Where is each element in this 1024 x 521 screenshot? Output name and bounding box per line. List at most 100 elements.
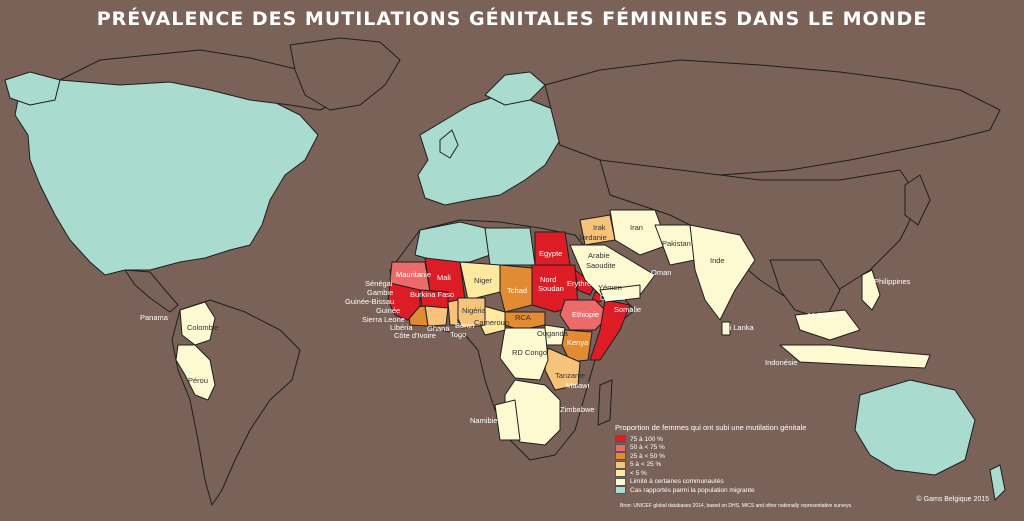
label-namibie: Namibie	[470, 416, 498, 425]
legend-label: 50 à < 75 %	[630, 444, 665, 452]
label-philippines: Philippines	[874, 277, 911, 286]
madagascar-shape	[597, 379, 613, 426]
legend-swatch	[615, 469, 626, 478]
namibia-shape	[494, 399, 521, 441]
label-colombie: Colombie	[187, 323, 219, 332]
label-sri-lanka: Sri Lanka	[722, 323, 755, 332]
label-benin: Bénin	[455, 321, 474, 330]
legend-swatch	[615, 486, 626, 495]
label-djibouti: Djibouti	[600, 293, 625, 302]
south-america-shape	[171, 299, 301, 506]
india-shape	[689, 224, 756, 321]
label-inde: Inde	[710, 256, 725, 265]
country-labels: Sénégal Gambie Guinée-Bissau Guinée Sier…	[140, 223, 911, 425]
legend-item: 75 à 100 %	[615, 435, 915, 444]
legend-label: 5 à < 25 %	[630, 461, 662, 469]
label-malaisie: Malaisie	[808, 311, 836, 320]
north-africa-shape	[414, 221, 491, 263]
legend-items: 75 à 100 % 50 à < 75 % 25 à < 50 % 5 à < 25…	[615, 435, 915, 495]
label-mauritanie: Mauritanie	[396, 270, 431, 279]
label-rdcongo: RD Congo	[512, 348, 547, 357]
label-soudan-1: Nord	[540, 275, 556, 284]
indonesia-shape	[779, 344, 931, 369]
label-burkina: Burkina Faso	[410, 290, 454, 299]
greenland-shape	[289, 37, 401, 111]
yemen-shape	[599, 284, 641, 303]
label-perou: Pérou	[188, 376, 208, 385]
label-indonesie: Indonésie	[765, 358, 798, 367]
label-arabie: Saoudite	[586, 261, 616, 270]
legend-swatch	[615, 435, 626, 444]
legend-item: Cas rapportés parmi la population migran…	[615, 486, 915, 495]
legend-label: < 5 %	[630, 469, 647, 477]
scandinavia-shape	[484, 71, 546, 106]
source-note: Bron: UNICEF global databases 2014, base…	[620, 503, 853, 509]
legend-label: Limité à certaines communautés	[630, 478, 724, 486]
legend-item: 5 à < 25 %	[615, 460, 915, 470]
label-tchad: Tchad	[507, 286, 527, 295]
map-title: PRÉVALENCE DES MUTILATIONS GÉNITALES FÉM…	[96, 8, 928, 30]
europe-shape	[417, 94, 561, 206]
west-coast-shape	[387, 282, 421, 321]
label-yemen: Yémen	[598, 283, 622, 292]
label-iran: Iran	[630, 223, 643, 232]
label-malawi: Malawi	[566, 381, 590, 390]
legend-swatch	[615, 452, 626, 461]
label-ghana: Ghana	[427, 324, 450, 333]
legend-item: < 5 %	[615, 469, 915, 478]
somalia-shape	[589, 299, 631, 361]
label-rca: RCA	[515, 313, 531, 322]
russia-shape	[544, 59, 1001, 176]
chad-shape	[499, 264, 533, 313]
alaska-shape	[4, 71, 61, 106]
legend-item: 50 à < 75 %	[615, 443, 915, 453]
iran-shape	[609, 209, 669, 256]
legend-label: Cas rapportés parmi la population migran…	[630, 486, 755, 494]
label-gambie: Gambie	[367, 288, 393, 297]
australia-shape	[854, 379, 976, 476]
legend: Proportion de femmes qui ont subi une mu…	[615, 423, 915, 495]
sri-lanka-shape	[721, 321, 731, 336]
label-ethiopie: Ethiopie	[572, 310, 599, 319]
label-liberia: Libéria	[390, 323, 413, 332]
drcongo-shape	[499, 327, 549, 381]
label-panama: Panama	[140, 313, 169, 322]
philippines-shape	[861, 269, 881, 311]
label-irak: Irak	[593, 223, 606, 232]
label-guinee: Guinée	[376, 306, 400, 315]
peru-shape	[175, 344, 216, 401]
legend-swatch	[615, 477, 626, 486]
benin-shape	[447, 299, 459, 326]
ghana-shape	[424, 305, 449, 327]
label-ouganda: Ouganda	[537, 329, 569, 338]
label-pakistan: Pakistan	[662, 239, 691, 248]
label-cote-ivoire: Côte d'Ivoire	[394, 331, 436, 340]
japan-shape	[904, 174, 931, 226]
label-cameroun: Cameroun	[474, 318, 509, 327]
label-arabie-1: Arabie	[588, 251, 610, 260]
copyright: © Gams Belgique 2015	[916, 496, 989, 503]
legend-swatch	[615, 460, 626, 469]
label-kenya: Kenya	[567, 338, 589, 347]
label-togo: Togo	[450, 330, 466, 339]
label-erythree: Erythrée	[567, 279, 595, 288]
label-zimbabwe: Zimbabwe	[560, 405, 595, 414]
label-senegal: Sénégal	[365, 279, 393, 288]
label-guinee-bissau: Guinée-Bissau	[345, 297, 394, 306]
legend-label: 75 à 100 %	[630, 435, 663, 443]
label-jordanie: Jordanie	[578, 233, 607, 242]
label-soudan: Soudan	[538, 284, 564, 293]
libya-shape	[484, 227, 536, 266]
malaysia-shape	[794, 309, 861, 341]
label-mali: Mali	[437, 273, 451, 282]
colombia-shape	[179, 301, 216, 346]
label-nigeria: Nigéria	[462, 306, 487, 315]
legend-label: 25 à < 50 %	[630, 452, 665, 460]
label-sierra-leone: Sierra Leone	[362, 315, 405, 324]
legend-swatch	[615, 443, 626, 452]
legend-item: Limité à certaines communautés	[615, 477, 915, 487]
new-zealand-shape	[989, 464, 1006, 501]
label-somalie: Somalie	[614, 305, 641, 314]
legend-title: Proportion de femmes qui ont subi une mu…	[615, 423, 807, 432]
